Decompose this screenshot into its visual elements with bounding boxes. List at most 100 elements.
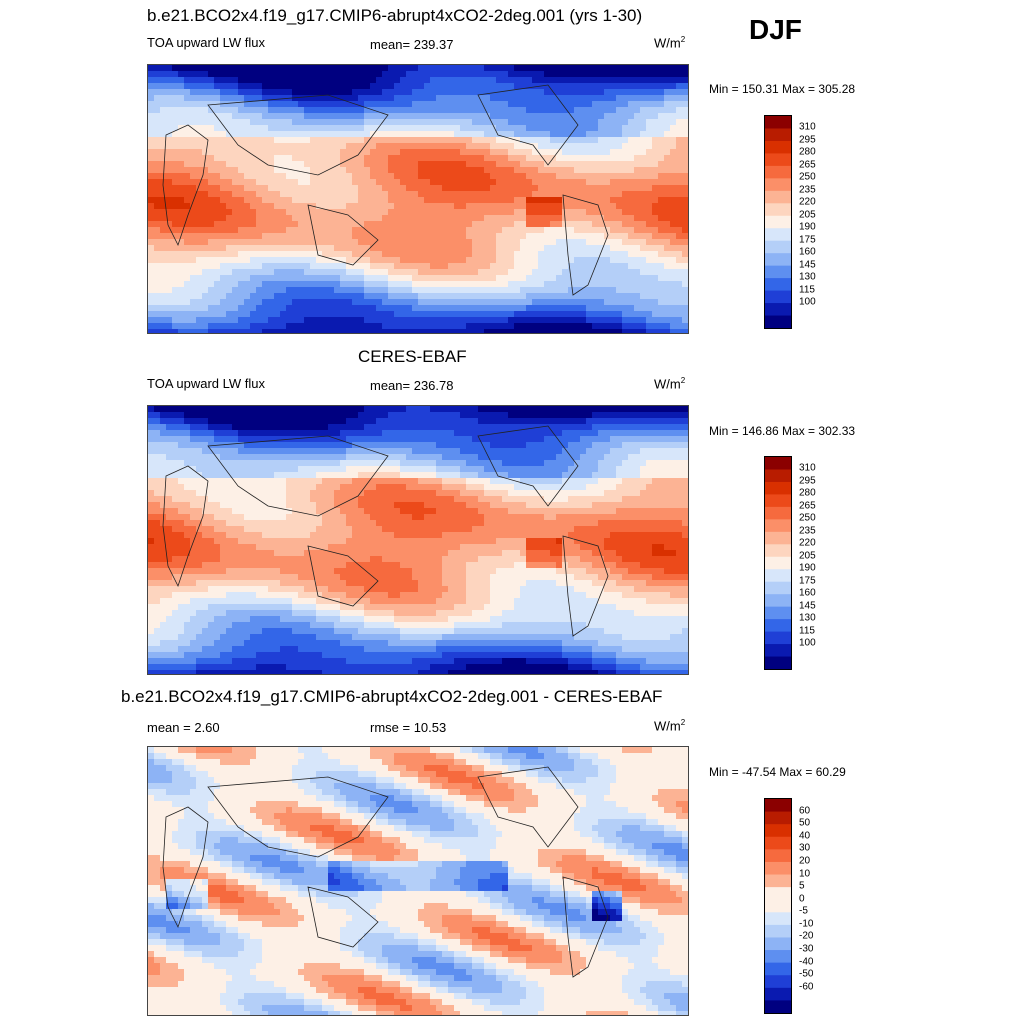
colorbar-tick-label: 190 [799,221,816,233]
colorbar-tick-label: 235 [799,525,816,537]
colorbar-swatch [765,290,791,304]
colorbar-swatch [765,303,791,317]
colorbar-tick-label: 220 [799,537,816,549]
coastline [162,806,209,929]
coastline [562,876,609,978]
map-contour-fill [148,406,688,674]
colorbar-swatch [765,265,791,279]
colorbar-swatch [765,569,791,583]
colorbar-swatch [765,240,791,254]
coastline [562,535,609,637]
panel-1-mean: mean= 239.37 [370,37,454,52]
coastline [307,545,379,607]
colorbar-tick-label: -10 [799,918,814,930]
coastline [207,435,389,517]
colorbar-swatch [765,799,791,813]
map-contour-fill [148,747,688,1015]
colorbar-swatch [765,165,791,179]
panel-1-colorbar: 310 295 280 265 250 235 220 205 190 175 160 145 130 1… [764,115,816,329]
coastline [207,94,389,176]
panel-3-rmse: rmse = 10.53 [370,720,447,735]
colorbar-swatch [765,116,791,129]
colorbar-swatch [765,278,791,292]
colorbar-tick-label: 60 [799,805,811,817]
colorbar-tick-label: 250 [799,512,816,524]
colorbar-tick-label: 40 [799,830,811,842]
colorbar-swatch [765,962,791,976]
panel-3-mean: mean = 2.60 [147,720,220,735]
coastline [162,124,209,247]
panel-1-minmax: Min = 150.31 Max = 305.28 [709,82,856,96]
colorbar-swatch [765,519,791,533]
panel-2-left-label: TOA upward LW flux [147,376,266,391]
colorbar-tick-label: 250 [799,171,816,183]
colorbar-swatch [765,874,791,888]
panel-3-colorbar: 60 50 40 30 20 10 5 0 -5 -10 -20 -30 -40 -50 -60 [764,798,813,1014]
colorbar-swatch [765,481,791,495]
panel-1-left-label: TOA upward LW flux [147,35,266,50]
colorbar-swatch [765,606,791,620]
coastline [207,776,389,858]
colorbar-tick-label: 280 [799,487,816,499]
colorbar-tick-label: 145 [799,259,816,271]
colorbar-swatch [765,924,791,938]
colorbar-swatch [765,656,791,669]
colorbar-swatch [765,228,791,242]
colorbar-tick-label: -40 [799,956,814,968]
colorbar-tick-label: -5 [799,905,808,917]
colorbar-tick-label: 280 [799,146,816,158]
panel-2-units: W/m2 [654,376,686,392]
colorbar-tick-label: 0 [799,893,805,905]
colorbar-tick-label: 235 [799,184,816,196]
colorbar-swatch [765,531,791,545]
colorbar-tick-label: 295 [799,475,816,487]
colorbar-tick-label: -20 [799,930,814,942]
colorbar-tick-label: 205 [799,550,816,562]
colorbar-tick-label: 100 [799,637,816,649]
colorbar-tick-label: 10 [799,868,811,880]
panel-2-title: CERES-EBAF [358,347,467,366]
colorbar-swatch [765,987,791,1001]
colorbar-swatch [765,556,791,570]
colorbar-swatch [765,899,791,913]
colorbar-swatch [765,887,791,901]
colorbar-swatch [765,140,791,154]
panel-1-units: W/m2 [654,35,686,51]
colorbar-tick-label: -60 [799,981,814,993]
coastline [307,204,379,266]
colorbar-swatch [765,811,791,825]
coastline [562,194,609,296]
colorbar-tick-label: 5 [799,880,805,892]
colorbar-tick-label: -50 [799,968,814,980]
colorbar-tick-label: -30 [799,943,814,955]
colorbar-swatch [765,469,791,483]
colorbar-swatch [765,950,791,964]
panel-3-title: b.e21.BCO2x4.f19_g17.CMIP6-abrupt4xCO2-2… [121,687,663,706]
colorbar-swatch [765,594,791,608]
coastline [477,425,579,507]
colorbar-tick-label: 160 [799,246,816,258]
coastline [307,886,379,948]
colorbar-tick-label: 115 [799,284,815,296]
colorbar-swatch [765,824,791,838]
panel-1-title: b.e21.BCO2x4.f19_g17.CMIP6-abrupt4xCO2-2… [147,6,643,25]
colorbar-tick-label: 295 [799,134,816,146]
colorbar-tick-label: 130 [799,271,816,283]
colorbar-tick-label: 50 [799,817,811,829]
colorbar-swatch [765,215,791,229]
colorbar-tick-label: 175 [799,575,816,587]
panel-3-map [147,746,689,1016]
panel-3-units: W/m2 [654,718,686,734]
panel-2-mean: mean= 236.78 [370,378,454,393]
coastline [477,766,579,848]
colorbar-swatch [765,315,791,328]
colorbar-swatch [765,457,791,470]
panel-2-colorbar: 310 295 280 265 250 235 220 205 190 175 160 145 130 1… [764,456,816,670]
colorbar-swatch [765,631,791,645]
colorbar-tick-label: 310 [799,462,816,474]
colorbar-swatch [765,153,791,167]
panel-3-minmax: Min = -47.54 Max = 60.29 [709,765,846,779]
coastline [162,465,209,588]
colorbar-swatch [765,253,791,267]
colorbar-swatch [765,644,791,658]
